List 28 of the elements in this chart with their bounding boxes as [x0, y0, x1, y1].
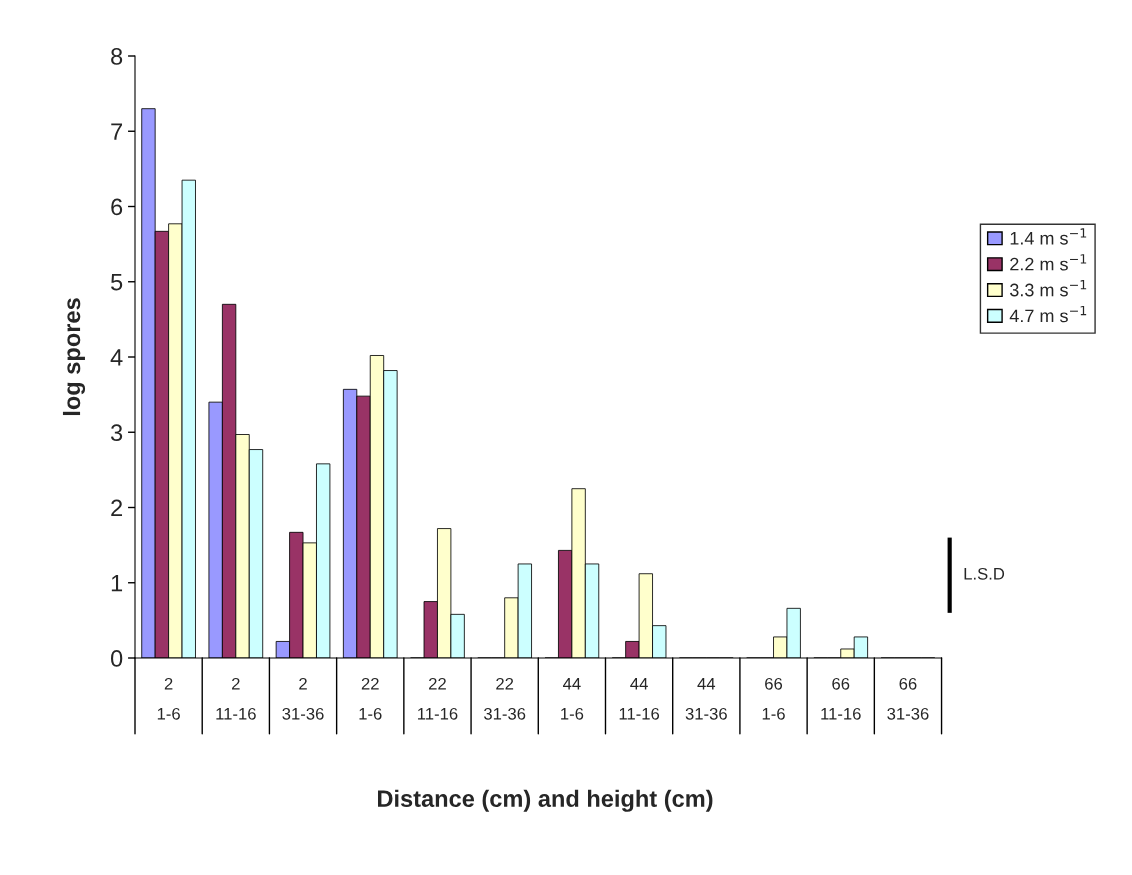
y-tick-label: 2: [111, 499, 123, 517]
x-tick-label: 2 31-36: [282, 677, 324, 720]
x-tick-label: 22 31-36: [484, 677, 526, 720]
y-tick-label: 7: [111, 123, 123, 140]
y-tick-label: 3: [110, 424, 123, 442]
x-tick-label: 44 11-16: [619, 678, 660, 720]
x-tick-label: 66 31-36: [887, 677, 929, 720]
legend-label: 1.4 m s$^{−1}$: [1010, 228, 1087, 245]
y-tick-label: 0: [110, 650, 123, 667]
x-tick-label: 66 11-16: [821, 677, 861, 720]
legend-label: 4.7 m s$^{−1}$: [1009, 305, 1087, 323]
x-axis-title: Distance (cm) and height (cm): [378, 789, 713, 812]
y-tick-label: 8: [111, 48, 123, 65]
x-tick-label: 66 1-6: [762, 677, 785, 720]
y-tick-label: 1: [111, 575, 123, 592]
legend-label: 2.2 m s$^{−1}$: [1010, 254, 1087, 271]
legend-label: 3.3 m s$^{−1}$: [1010, 280, 1087, 297]
x-tick-label: 44 1-6: [561, 678, 584, 720]
y-tick-label: 5: [111, 274, 123, 291]
y-axis-title: log spores: [62, 298, 86, 416]
x-tick-label: 2 1-6: [157, 677, 180, 720]
x-tick-label: 22 1-6: [359, 677, 382, 720]
y-tick-label: 4: [110, 349, 123, 366]
x-tick-label: 22 11-16: [418, 677, 458, 720]
x-tick-label: 44 31-36: [685, 678, 727, 720]
y-tick-label: 6: [111, 198, 123, 216]
text: L.S.D: [964, 567, 1005, 580]
x-tick-label: 2 11-16: [216, 677, 256, 720]
